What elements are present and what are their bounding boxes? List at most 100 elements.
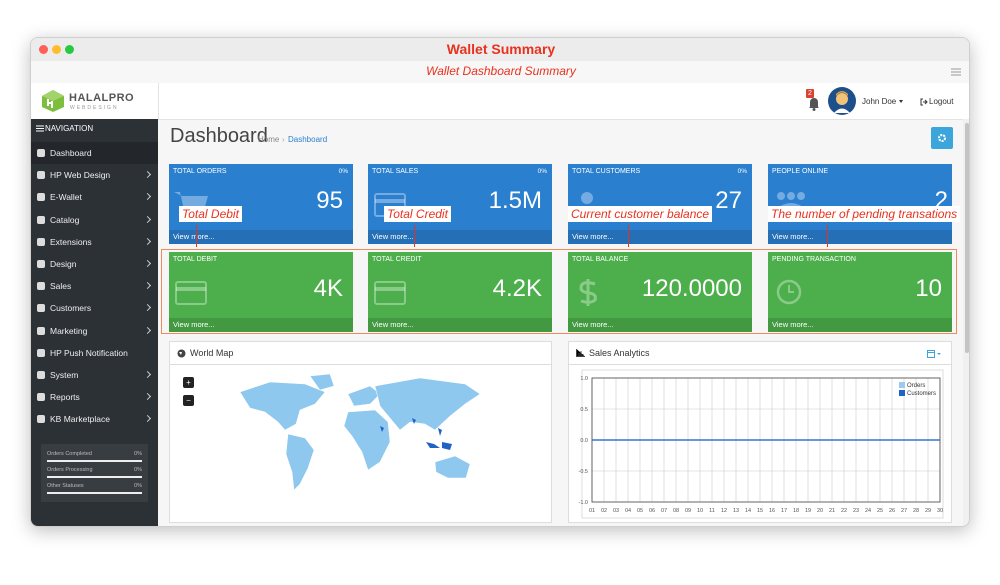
africa[interactable]	[343, 409, 391, 471]
logo[interactable]: HALALPRO WEBDESIGN	[31, 83, 159, 119]
stat-tile: TOTAL ORDERS 0% 95 View more...	[169, 164, 353, 244]
nav-item[interactable]: Design	[31, 253, 158, 275]
annotation-connector	[628, 225, 629, 247]
nav-label: Catalog	[50, 214, 80, 225]
settings-button[interactable]	[931, 127, 953, 149]
close-button[interactable]	[39, 45, 48, 54]
tile-value: 27	[715, 187, 742, 214]
nav-item[interactable]: Marketing	[31, 320, 158, 342]
nav-item[interactable]: HP Push Notification	[31, 342, 158, 364]
nav-label: E-Wallet	[50, 192, 82, 203]
tile-title: TOTAL SALES	[372, 168, 419, 175]
nav-label: System	[50, 370, 79, 380]
tile-footer[interactable]: View more...	[568, 318, 752, 332]
tile-value: 95	[316, 187, 343, 214]
sidebar: NAVIGATION Orders Completed 0% Orders Proc…	[31, 119, 158, 526]
user-name[interactable]: John Doe	[862, 97, 897, 106]
nav-item[interactable]: Reports	[31, 386, 158, 408]
nav-item[interactable]: KB Marketplace	[31, 408, 158, 430]
x-tick-label: 20	[817, 508, 823, 514]
tile-title: TOTAL DEBIT	[173, 256, 218, 263]
logo-icon	[42, 90, 64, 112]
nav-item[interactable]: Extensions	[31, 231, 158, 253]
x-tick-label: 27	[901, 508, 907, 514]
philippines[interactable]	[438, 428, 442, 436]
status-label: Orders Completed	[47, 451, 92, 457]
maximize-button[interactable]	[65, 45, 74, 54]
date-range-button[interactable]	[927, 349, 941, 358]
south-asia-highlight[interactable]	[412, 418, 416, 424]
breadcrumb-current[interactable]: Dashboard	[288, 135, 328, 144]
y-tick-label: 0.5	[580, 407, 588, 413]
logout-icon	[920, 98, 928, 106]
nav-label: Marketing	[50, 325, 88, 336]
tile-footer[interactable]: View more...	[368, 318, 552, 332]
x-tick-label: 16	[769, 508, 775, 514]
tile-icon	[175, 281, 207, 305]
submenu-chevron	[143, 393, 152, 401]
south-america[interactable]	[285, 433, 315, 491]
zoom-in-button[interactable]: +	[183, 377, 194, 388]
tile-footer[interactable]: View more...	[169, 318, 353, 332]
tile-footer[interactable]: View more...	[768, 318, 952, 332]
tile-footer[interactable]: View more...	[568, 230, 752, 244]
card-stripe	[375, 287, 405, 291]
world-map-panel: World Map + −	[169, 341, 552, 523]
x-tick-label: 28	[913, 508, 919, 514]
zoom-out-button[interactable]: −	[183, 395, 194, 406]
nav-icon	[37, 348, 45, 357]
panel-header	[569, 342, 951, 365]
nav-item[interactable]: Sales	[31, 275, 158, 297]
asia[interactable]	[374, 377, 481, 431]
north-america[interactable]	[239, 381, 326, 431]
europe[interactable]	[347, 385, 381, 407]
nav-heading: NAVIGATION	[45, 124, 94, 133]
tile-footer[interactable]: View more...	[768, 230, 952, 244]
tile-icon	[579, 279, 597, 306]
panel-header	[170, 342, 551, 365]
nav-item[interactable]: Customers	[31, 297, 158, 319]
annotation-connector	[414, 225, 415, 247]
nav-label: Design	[50, 259, 77, 269]
nav-item[interactable]: Catalog	[31, 209, 158, 231]
minimize-button[interactable]	[52, 45, 61, 54]
y-tick-label: -0.5	[579, 469, 588, 475]
head	[797, 192, 805, 200]
user-avatar[interactable]	[828, 87, 856, 115]
australia[interactable]	[434, 455, 471, 479]
menu-icon[interactable]	[951, 68, 961, 76]
tile-footer[interactable]: View more...	[169, 230, 353, 244]
tile-change: 0%	[537, 168, 547, 175]
tile-title: TOTAL CREDIT	[372, 256, 422, 263]
east-africa-highlight[interactable]	[380, 426, 384, 432]
tile-change: 0%	[338, 168, 348, 175]
nav-label: Customers	[50, 303, 92, 314]
nav-item[interactable]: Dashboard	[31, 142, 158, 164]
x-tick-label: 23	[853, 508, 859, 514]
nav-item[interactable]: HP Web Design	[31, 164, 158, 186]
indonesia[interactable]	[426, 442, 440, 448]
x-tick-label: 08	[673, 508, 679, 514]
card-shape	[175, 281, 207, 305]
x-tick-label: 06	[649, 508, 655, 514]
status-value: 0%	[134, 483, 142, 489]
breadcrumb-home[interactable]: Home	[258, 135, 280, 144]
annotation-connector	[196, 225, 197, 247]
tile-footer[interactable]: View more...	[368, 230, 552, 244]
tile-value: 4K	[313, 275, 343, 302]
x-tick-label: 07	[661, 508, 667, 514]
logout-link[interactable]: Logout	[929, 97, 954, 106]
x-tick-label: 14	[745, 508, 751, 514]
indonesia-east[interactable]	[442, 442, 452, 450]
card-stripe	[176, 287, 206, 291]
nav-label: HP Push Notification	[50, 347, 128, 358]
scroll-thumb[interactable]	[965, 123, 969, 353]
nav-item[interactable]: E-Wallet	[31, 186, 158, 208]
notification-bell[interactable]	[807, 93, 821, 111]
submenu-chevron	[143, 259, 152, 268]
nav-item[interactable]: System	[31, 364, 158, 386]
greenland[interactable]	[309, 373, 335, 391]
submenu-chevron	[143, 193, 152, 201]
dollar-shape	[579, 279, 597, 306]
